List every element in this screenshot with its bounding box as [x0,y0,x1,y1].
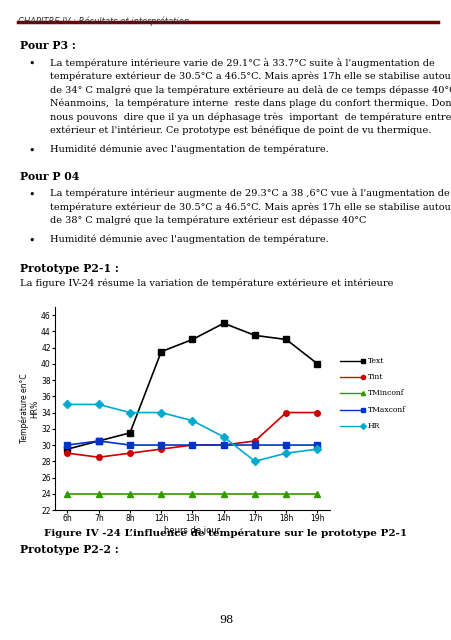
Text: extérieur et l'intérieur. Ce prototype est bénéfique de point de vu thermique.: extérieur et l'intérieur. Ce prototype e… [50,125,430,135]
Text: nous pouvons  dire que il ya un déphasage très  important  de température entre : nous pouvons dire que il ya un déphasage… [50,112,451,122]
Text: (5, 45): (5, 45) [221,319,226,327]
Text: Pour P 04: Pour P 04 [20,170,79,182]
Text: de 38° C malgré que la température extérieur est dépasse 40°C: de 38° C malgré que la température extér… [50,216,366,225]
Tint [64,449,70,457]
TMaxconf [283,441,288,449]
Text: Néanmoins,  la température interne  reste dans plage du confort thermique. Donc: Néanmoins, la température interne reste … [50,99,451,108]
Text: La température intérieure varie de 29.1°C à 33.7°C suite à l'augmentation de: La température intérieure varie de 29.1°… [50,58,434,68]
TMinconf [283,490,288,498]
Text: (4, 43): (4, 43) [189,335,195,343]
Tint [96,453,101,461]
Text: •: • [28,59,34,69]
Text: •: • [28,236,34,246]
TMaxconf [64,441,70,449]
Line: Text: Text [64,321,320,452]
Text: de 34° C malgré que la température extérieure au delà de ce temps dépasse 40°C.: de 34° C malgré que la température extér… [50,85,451,95]
Text: (1, 30.5): (1, 30.5) [96,437,101,445]
Line: HR: HR [64,402,320,464]
HR [314,445,319,453]
HR [96,401,101,408]
TMinconf [64,490,70,498]
X-axis label: heurs de jour: heurs de jour [164,526,220,535]
Tint [252,437,257,445]
Tint [127,449,133,457]
Text: (0, 29.5): (0, 29.5) [64,445,70,453]
Text: Prototype P2-2 :: Prototype P2-2 : [20,544,119,555]
Text: •: • [28,146,34,156]
HR [283,449,288,457]
TMaxconf [314,441,319,449]
TMinconf [314,490,319,498]
Text: (3, 41.5): (3, 41.5) [158,348,164,355]
Tint [158,445,164,453]
TMinconf [189,490,195,498]
HR [221,433,226,441]
Text: Figure IV -24 L’influence de température sur le prototype P2-1: Figure IV -24 L’influence de température… [44,528,407,538]
Text: HR: HR [367,422,380,429]
TMaxconf [221,441,226,449]
Line: TMinconf: TMinconf [64,491,320,497]
HR [64,401,70,408]
Line: TMaxconf: TMaxconf [64,438,320,448]
HR [127,409,133,417]
Text: Tint: Tint [367,373,382,381]
TMaxconf [158,441,164,449]
Text: (6, 43.5): (6, 43.5) [252,332,257,339]
TMaxconf [252,441,257,449]
Y-axis label: Température en°C
HR%: Température en°C HR% [20,374,40,444]
HR [189,417,195,424]
Text: (8, 40): (8, 40) [314,360,319,367]
Text: TMinconf: TMinconf [367,389,404,397]
Text: •: • [28,189,34,200]
Text: température extérieur de 30.5°C a 46.5°C. Mais après 17h elle se stabilise autou: température extérieur de 30.5°C a 46.5°C… [50,72,451,81]
Tint [283,409,288,417]
TMinconf [221,490,226,498]
HR [158,409,164,417]
Text: (2, 31.5): (2, 31.5) [127,429,133,436]
TMinconf [96,490,101,498]
Tint [314,409,319,417]
Text: Prototype P2-1 :: Prototype P2-1 : [20,262,119,273]
Tint [221,441,226,449]
TMaxconf [96,437,101,445]
TMinconf [158,490,164,498]
Text: La figure IV-24 résume la variation de température extérieure et intérieure: La figure IV-24 résume la variation de t… [20,278,392,288]
Text: température extérieur de 30.5°C a 46.5°C. Mais après 17h elle se stabilise autou: température extérieur de 30.5°C a 46.5°C… [50,202,451,211]
Line: Tint: Tint [64,410,320,460]
TMinconf [252,490,257,498]
HR [252,458,257,465]
TMaxconf [189,441,195,449]
Text: Humidité démunie avec l'augmentation de température.: Humidité démunie avec l'augmentation de … [50,235,328,244]
Text: TMaxconf: TMaxconf [367,406,405,413]
TMinconf [127,490,133,498]
TMaxconf [127,441,133,449]
Text: Pour P3 :: Pour P3 : [20,40,76,51]
Text: Humidité démunie avec l'augmentation de température.: Humidité démunie avec l'augmentation de … [50,145,328,154]
Tint [189,441,195,449]
Text: La température intérieur augmente de 29.3°C a 38 ,6°C vue à l'augmentation de: La température intérieur augmente de 29.… [50,189,449,198]
Text: 98: 98 [218,615,233,625]
Text: Text: Text [367,357,383,365]
Text: CHAPITRE IV : Résultats et interprétation: CHAPITRE IV : Résultats et interprétatio… [18,16,189,26]
Text: (7, 43): (7, 43) [283,335,288,343]
